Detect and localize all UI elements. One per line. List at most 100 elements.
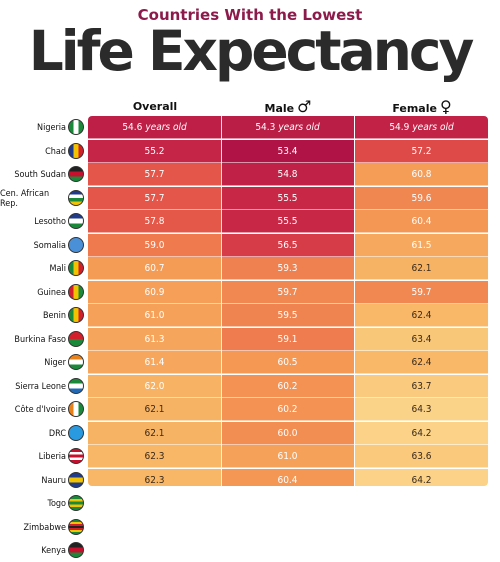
table-cell-female: 61.5 bbox=[355, 234, 488, 257]
togo-flag-icon bbox=[68, 495, 84, 511]
country-label: Niger bbox=[44, 357, 66, 368]
table-cell-female: 64.2 bbox=[355, 422, 488, 445]
table-cell-female: 62.4 bbox=[355, 304, 488, 327]
unit-label: years old bbox=[412, 122, 454, 133]
table-row: 62.1 60.2 64.3 bbox=[88, 398, 488, 421]
country-label: Lesotho bbox=[34, 216, 66, 227]
country-label: Cen. African Rep. bbox=[0, 188, 50, 209]
country-label: Chad bbox=[45, 146, 66, 157]
table-cell-male: 59.1 bbox=[221, 328, 354, 351]
table-cell-male: 59.3 bbox=[221, 257, 354, 280]
table-cell-female: 63.4 bbox=[355, 328, 488, 351]
table-cell-overall: 62.3 bbox=[88, 445, 221, 468]
table-cell-male: 59.7 bbox=[221, 281, 354, 304]
cote-divoire-flag-icon bbox=[68, 401, 84, 417]
drc-flag-icon bbox=[68, 425, 84, 441]
row-divider bbox=[88, 138, 488, 139]
table-cell-male: 56.5 bbox=[221, 234, 354, 257]
lesotho-flag-icon bbox=[68, 213, 84, 229]
table-cell-male: 60.2 bbox=[221, 398, 354, 421]
chart-title: Life Expectancy bbox=[28, 19, 475, 83]
table-cell-overall: 61.4 bbox=[88, 351, 221, 374]
table-cell-female: 64.3 bbox=[355, 398, 488, 421]
table-cell-female: 59.6 bbox=[355, 187, 488, 210]
table-cell-overall: 60.7 bbox=[88, 257, 221, 280]
table-row: 60.7 59.3 62.1 bbox=[88, 257, 488, 280]
table-cell-female: 60.8 bbox=[355, 163, 488, 186]
table-row: 61.0 59.5 62.4 bbox=[88, 304, 488, 327]
table-row: 59.0 56.5 61.5 bbox=[88, 234, 488, 257]
row-divider bbox=[88, 420, 488, 421]
country-label: Somalia bbox=[33, 240, 66, 251]
somalia-flag-icon bbox=[68, 237, 84, 253]
table-cell-female: 57.2 bbox=[355, 140, 488, 163]
table-row: 62.3 60.4 64.2 bbox=[88, 469, 488, 486]
table-cell-female: 63.6 bbox=[355, 445, 488, 468]
table-cell-overall: 62.3 bbox=[88, 469, 221, 486]
table-row: 62.0 60.2 63.7 bbox=[88, 375, 488, 398]
column-divider bbox=[221, 116, 222, 486]
row-divider bbox=[88, 209, 488, 210]
row-divider bbox=[88, 185, 488, 186]
chart-subtitle: Countries With the Lowest bbox=[137, 6, 363, 24]
table-cell-male: 54.3 years old bbox=[221, 116, 354, 139]
row-divider bbox=[88, 303, 488, 304]
row-divider bbox=[88, 232, 488, 233]
table-cell-male: 61.0 bbox=[221, 445, 354, 468]
row-divider bbox=[88, 350, 488, 351]
zimbabwe-flag-icon bbox=[68, 519, 84, 535]
burkina-faso-flag-icon bbox=[68, 331, 84, 347]
table-cell-male: 60.2 bbox=[221, 375, 354, 398]
row-divider bbox=[88, 373, 488, 374]
table-cell-male: 60.4 bbox=[221, 469, 354, 486]
table-cell-male: 60.0 bbox=[221, 422, 354, 445]
table-cell-female: 60.4 bbox=[355, 210, 488, 233]
country-label: DRC bbox=[48, 428, 66, 439]
table-cell-female: 54.9 years old bbox=[355, 116, 488, 139]
table-row: 55.2 53.4 57.2 bbox=[88, 140, 488, 163]
nigeria-flag-icon bbox=[68, 119, 84, 135]
table-row: 57.8 55.5 60.4 bbox=[88, 210, 488, 233]
unit-label: years old bbox=[278, 122, 320, 133]
row-divider bbox=[88, 326, 488, 327]
table-cell-male: 55.5 bbox=[221, 210, 354, 233]
row-divider bbox=[88, 444, 488, 445]
table-row: 61.3 59.1 63.4 bbox=[88, 328, 488, 351]
country-label: Guinea bbox=[37, 287, 66, 298]
table-cell-overall: 60.9 bbox=[88, 281, 221, 304]
column-divider bbox=[354, 116, 355, 486]
table-cell-overall: 57.7 bbox=[88, 163, 221, 186]
row-divider bbox=[88, 279, 488, 280]
male-symbol-icon: ♂ bbox=[297, 97, 312, 116]
table-row: 54.6 years old 54.3 years old 54.9 years o… bbox=[88, 116, 488, 139]
table-row: 61.4 60.5 62.4 bbox=[88, 351, 488, 374]
table-cell-overall: 62.1 bbox=[88, 422, 221, 445]
table-cell-male: 59.5 bbox=[221, 304, 354, 327]
country-label: Sierra Leone bbox=[15, 381, 66, 392]
table-cell-overall: 61.3 bbox=[88, 328, 221, 351]
guinea-flag-icon bbox=[68, 284, 84, 300]
table-cell-overall: 57.8 bbox=[88, 210, 221, 233]
kenya-flag-icon bbox=[68, 542, 84, 558]
country-label: Togo bbox=[47, 498, 66, 509]
table-cell-overall: 62.0 bbox=[88, 375, 221, 398]
south-sudan-flag-icon bbox=[68, 166, 84, 182]
mali-flag-icon bbox=[68, 260, 84, 276]
table-cell-overall: 55.2 bbox=[88, 140, 221, 163]
chad-flag-icon bbox=[68, 143, 84, 159]
table-row: 62.3 61.0 63.6 bbox=[88, 445, 488, 468]
row-divider bbox=[88, 256, 488, 257]
niger-flag-icon bbox=[68, 354, 84, 370]
country-label: Liberia bbox=[38, 451, 66, 462]
header-male: Male ♂ bbox=[264, 97, 312, 116]
table-cell-overall: 59.0 bbox=[88, 234, 221, 257]
table-cell-overall: 54.6 years old bbox=[88, 116, 221, 139]
table-row: 57.7 55.5 59.6 bbox=[88, 187, 488, 210]
country-label: Benin bbox=[42, 310, 66, 321]
table-cell-male: 55.5 bbox=[221, 187, 354, 210]
table-cell-female: 63.7 bbox=[355, 375, 488, 398]
unit-label: years old bbox=[145, 122, 187, 133]
header-female: Female ♀ bbox=[392, 97, 452, 116]
row-divider bbox=[88, 467, 488, 468]
country-label: Nauru bbox=[41, 475, 66, 486]
